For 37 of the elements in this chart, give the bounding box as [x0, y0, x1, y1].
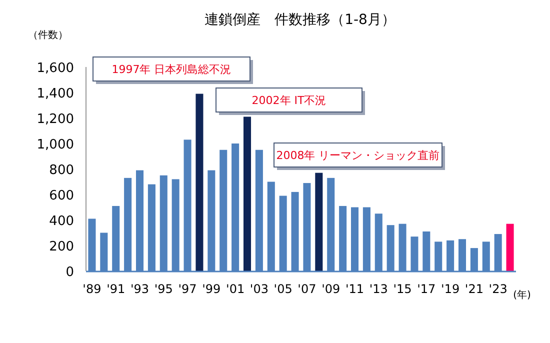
bar [315, 172, 323, 271]
annotation: 2002年 IT不況 [252, 94, 326, 107]
x-tick-label: '13 [369, 282, 388, 296]
y-tick-label: 1,400 [36, 86, 74, 102]
y-axis-title: （件数） [28, 30, 68, 41]
x-tick-label: '97 [178, 282, 197, 296]
y-tick-label: 1,200 [36, 112, 74, 127]
x-tick-label: '95 [154, 282, 173, 296]
y-tick-label: 800 [49, 163, 74, 178]
x-tick-label: '21 [464, 282, 484, 296]
annotation: 1997年 日本列島総不況 [112, 63, 232, 76]
x-axis-title: (年) [513, 289, 531, 301]
y-tick-label: 200 [49, 240, 74, 254]
y-tick-label: 0 [66, 265, 74, 280]
y-tick-label: 400 [49, 214, 74, 229]
x-tick-label: '17 [417, 282, 436, 296]
x-tick-label: '93 [130, 282, 150, 296]
x-tick-label: '99 [202, 282, 221, 296]
x-tick-label: '15 [393, 282, 412, 296]
x-tick-label: '89 [82, 282, 102, 296]
x-tick-label: '05 [274, 282, 292, 296]
x-tick-label: '91 [106, 282, 126, 296]
annotation: 2008年 リーマン・ショック直前 [276, 149, 440, 162]
chart-title: 連鎖倒産 件数推移（1-8月） [204, 12, 396, 28]
x-tick-label: '09 [322, 282, 340, 296]
bar [506, 224, 514, 271]
bar [196, 94, 204, 271]
x-tick-label: '19 [441, 282, 460, 296]
y-tick-label: 1,000 [36, 138, 74, 152]
x-tick-label: '07 [298, 282, 316, 296]
x-tick-label: '01 [226, 282, 245, 296]
y-tick-label: 1,600 [36, 61, 74, 76]
y-tick-label: 600 [49, 188, 74, 204]
x-tick-label: '11 [345, 282, 364, 296]
bar [243, 116, 252, 271]
x-tick-label: '23 [488, 282, 508, 296]
x-tick-label: '03 [250, 282, 268, 296]
